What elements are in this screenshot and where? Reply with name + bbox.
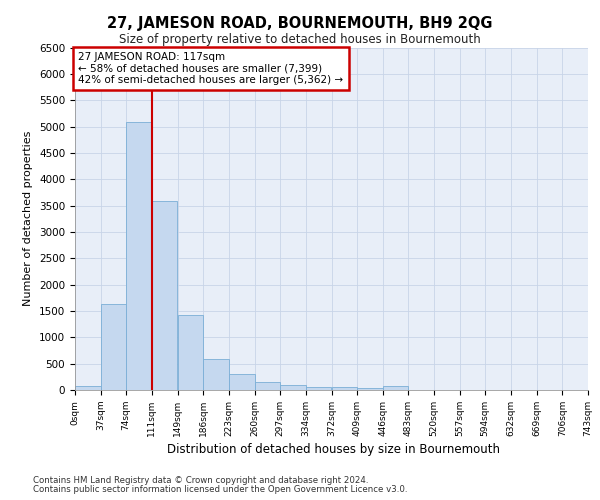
Bar bbox=[332, 388, 358, 390]
Y-axis label: Number of detached properties: Number of detached properties bbox=[23, 131, 34, 306]
Bar bbox=[280, 384, 305, 390]
Bar bbox=[254, 382, 280, 390]
Bar bbox=[126, 122, 152, 390]
Text: 27, JAMESON ROAD, BOURNEMOUTH, BH9 2QG: 27, JAMESON ROAD, BOURNEMOUTH, BH9 2QG bbox=[107, 16, 493, 31]
Bar bbox=[101, 304, 126, 390]
Text: Distribution of detached houses by size in Bournemouth: Distribution of detached houses by size … bbox=[167, 442, 500, 456]
Bar bbox=[229, 374, 254, 390]
Text: Size of property relative to detached houses in Bournemouth: Size of property relative to detached ho… bbox=[119, 32, 481, 46]
Bar bbox=[152, 202, 177, 390]
Bar bbox=[75, 386, 101, 390]
Bar bbox=[203, 359, 229, 390]
Text: 27 JAMESON ROAD: 117sqm
← 58% of detached houses are smaller (7,399)
42% of semi: 27 JAMESON ROAD: 117sqm ← 58% of detache… bbox=[79, 52, 344, 85]
Bar bbox=[305, 386, 331, 390]
Bar bbox=[178, 315, 203, 390]
Text: Contains HM Land Registry data © Crown copyright and database right 2024.: Contains HM Land Registry data © Crown c… bbox=[33, 476, 368, 485]
Bar bbox=[383, 386, 409, 390]
Bar bbox=[358, 388, 383, 390]
Text: Contains public sector information licensed under the Open Government Licence v3: Contains public sector information licen… bbox=[33, 484, 407, 494]
